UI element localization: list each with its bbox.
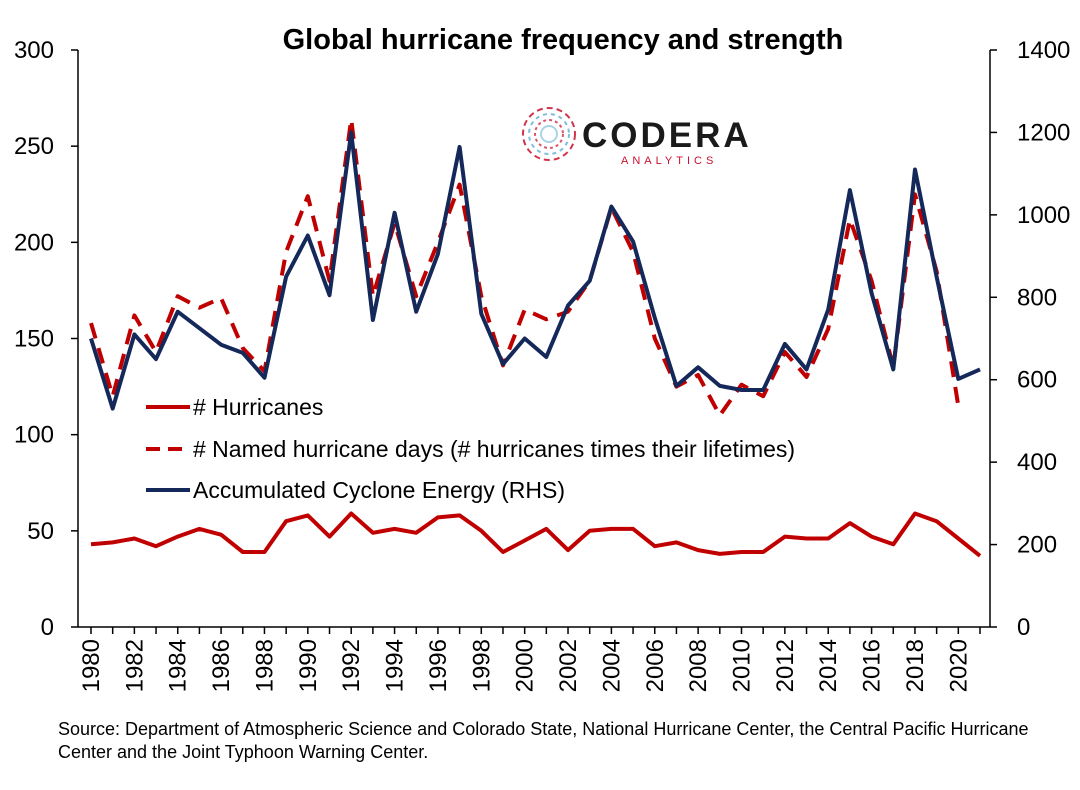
legend-label: Accumulated Cyclone Energy (RHS) (193, 477, 565, 503)
x-tick-label: 2004 (598, 639, 625, 692)
x-tick-label: 2008 (685, 639, 712, 692)
x-tick-label: 2002 (555, 639, 582, 692)
right-y-tick-label: 1400 (1017, 37, 1070, 64)
x-tick-label: 1988 (251, 639, 278, 692)
x-tick-label: 2018 (902, 639, 929, 692)
series-line-hurricanes (90, 511, 982, 558)
left-y-tick-label: 200 (14, 229, 54, 256)
x-tick-label: 2020 (945, 639, 972, 692)
x-tick-label: 2006 (642, 639, 669, 692)
x-tick-label: 1980 (78, 639, 105, 692)
legend-label: # Hurricanes (193, 394, 323, 420)
right-y-tick-label: 800 (1017, 284, 1057, 311)
left-y-tick-label: 150 (14, 326, 54, 353)
legend-label: # Named hurricane days (# hurricanes tim… (193, 436, 795, 462)
series-line-named-hurricane-days (89, 117, 961, 418)
left-y-tick-label: 250 (14, 133, 54, 160)
right-y-tick-label: 200 (1017, 532, 1057, 559)
source-note: Source: Department of Atmospheric Scienc… (58, 719, 1029, 762)
x-tick-label: 1982 (121, 639, 148, 692)
right-y-tick-label: 400 (1017, 449, 1057, 476)
x-tick-label: 1990 (295, 639, 322, 692)
legend: # Hurricanes # Named hurricane days (# hu… (146, 394, 795, 503)
x-tick-label: 1996 (425, 639, 452, 692)
chart-title: Global hurricane frequency and strength (283, 24, 844, 56)
right-y-tick-label: 600 (1017, 367, 1057, 394)
right-y-tick-label: 1000 (1017, 202, 1070, 229)
right-y-tick-label: 1200 (1017, 119, 1070, 146)
x-tick-label: 1998 (468, 639, 495, 692)
logo-wordmark: CODERA (582, 116, 752, 155)
series-layer (89, 117, 982, 558)
x-tick-label: 2010 (728, 639, 755, 692)
series-line-ace (89, 130, 981, 411)
axes: 0 50 100 150 200 250 300 0 200 400 600 800 1000 1200 1… (14, 37, 1070, 692)
x-tick-label: 2012 (772, 639, 799, 692)
x-tick-label: 2014 (815, 639, 842, 692)
x-tick-label: 1986 (208, 639, 235, 692)
left-y-tick-label: 100 (14, 422, 54, 449)
logo-subtitle: ANALYTICS (621, 155, 717, 167)
x-tick-label: 1984 (165, 639, 192, 692)
left-y-tick-label: 300 (14, 37, 54, 64)
right-y-tick-label: 0 (1017, 614, 1030, 641)
left-y-tick-label: 50 (27, 518, 54, 545)
codera-logo: CODERA ANALYTICS (522, 107, 752, 167)
x-tick-label: 1992 (338, 639, 365, 692)
x-tick-label: 1994 (382, 639, 409, 692)
codera-logo-mark (522, 107, 576, 161)
x-tick-label: 2016 (859, 639, 886, 692)
left-y-tick-label: 0 (41, 614, 54, 641)
x-tick-label: 2000 (512, 639, 539, 692)
